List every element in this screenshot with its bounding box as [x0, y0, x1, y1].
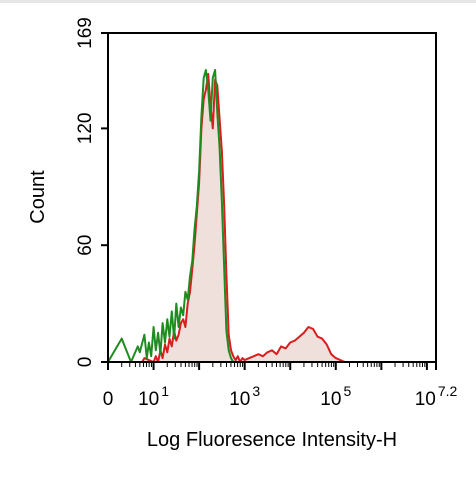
- top-rule: [0, 0, 476, 3]
- y-tick-label: 60: [75, 235, 96, 256]
- series-1-line: [107, 69, 235, 363]
- plot-frame: [107, 32, 437, 363]
- x-tick-label: 10 1: [138, 383, 169, 410]
- y-tick-label: 0: [75, 357, 96, 368]
- x-axis-label: Log Fluoresence Intensity-H: [147, 429, 397, 451]
- x-tick-label: 10 7.2: [415, 383, 458, 410]
- y-tick-label: 169: [75, 17, 96, 49]
- x-tick-label: 10 5: [320, 383, 351, 410]
- y-axis-label: Count: [27, 170, 49, 224]
- ticks-layer: 0 60 120 169 0 10 1 10 3 10 5 10 7.2: [75, 17, 458, 410]
- x-tick-label: 10 3: [229, 383, 260, 410]
- series-0-line: [108, 72, 346, 363]
- x-tick-label: 0: [103, 389, 114, 410]
- series-layer: [107, 69, 346, 363]
- y-tick-label: 120: [75, 113, 96, 145]
